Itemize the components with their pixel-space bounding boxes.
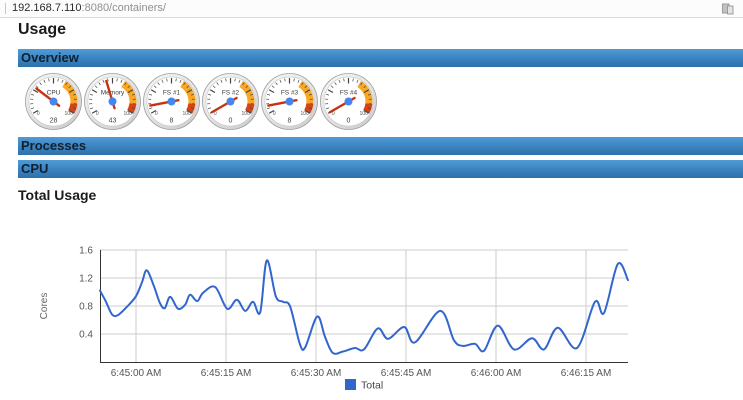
gauge-min-label: 0 [332, 111, 335, 117]
gauge-max-label: 100 [301, 111, 310, 117]
gauge-hub [108, 97, 117, 106]
total-usage-chart[interactable]: 0.4 0.8 1.2 1.6 6:45:00 AM 6:45:15 AM 6:45:30 … [0, 230, 743, 400]
gauge-max-label: 100 [124, 111, 133, 117]
svg-text:6:46:15 AM: 6:46:15 AM [561, 368, 612, 379]
gauge-fs-4: 0 100 FS #4 0 [320, 73, 377, 130]
gauge-max-label: 100 [65, 111, 74, 117]
gauge-hub [226, 97, 235, 106]
gauge-value: 0 [229, 118, 233, 125]
y-axis-title: Cores [39, 293, 50, 320]
gauge-max-label: 100 [242, 111, 251, 117]
address-bar-separator [5, 3, 6, 14]
page-url: 192.168.7.110:8080/containers/ [12, 2, 166, 14]
section-header-processes: Processes [18, 137, 743, 155]
chart-axis-labels: 0.4 0.8 1.2 1.6 6:45:00 AM 6:45:15 AM 6:45:30 … [79, 246, 611, 380]
svg-text:6:45:30 AM: 6:45:30 AM [291, 368, 342, 379]
gauge-label: FS #2 [222, 90, 240, 97]
gauge-ticks [325, 78, 372, 114]
svg-text:1.2: 1.2 [79, 274, 93, 285]
svg-text:0.8: 0.8 [79, 302, 93, 313]
gauges-row: 0 100 CPU 28 0 100 Memory 43 0 100 FS #1… [25, 73, 379, 131]
gauge-min-label: 0 [96, 111, 99, 117]
gauge-hub [49, 97, 58, 106]
gauge-yellow-band [62, 80, 78, 105]
gauge-value: 8 [170, 118, 174, 125]
gauge-cpu: 0 100 CPU 28 [25, 73, 82, 130]
gauge-yellow-band [298, 80, 314, 105]
gauge-min-label: 0 [214, 111, 217, 117]
url-host: 192.168.7.110 [12, 2, 82, 14]
svg-text:1.6: 1.6 [79, 246, 93, 257]
gauge-ticks [266, 78, 313, 114]
gauge-value: 0 [347, 118, 351, 125]
gauge-fs-3: 0 100 FS #3 8 [261, 73, 318, 130]
section-header-cpu: CPU [18, 160, 743, 178]
gauge-hub [285, 97, 294, 106]
gauge-hub [344, 97, 353, 106]
gauge-value: 43 [109, 118, 117, 125]
gauge-ticks [30, 78, 77, 114]
gauge-label: FS #3 [281, 90, 299, 97]
chart-title: Total Usage [18, 187, 97, 203]
gauge-memory: 0 100 Memory 43 [84, 73, 141, 130]
gauge-min-label: 0 [155, 111, 158, 117]
chart-legend: Total [345, 379, 383, 392]
chart-grid [100, 249, 628, 362]
url-path: :8080/containers/ [81, 2, 166, 14]
gauge-yellow-band [180, 80, 196, 105]
gauge-value: 28 [50, 118, 58, 125]
chart-svg[interactable]: 0.4 0.8 1.2 1.6 6:45:00 AM 6:45:15 AM 6:45:30 … [0, 230, 743, 400]
legend-swatch-total [345, 379, 356, 390]
gauge-fs-2: 0 100 FS #2 0 [202, 73, 259, 130]
gauge-yellow-band [121, 80, 137, 105]
gauge-yellow-band [239, 80, 255, 105]
gauge-label: FS #1 [163, 90, 181, 97]
gauge-label: FS #4 [340, 90, 358, 97]
total-series-line[interactable] [99, 259, 629, 355]
svg-text:6:45:45 AM: 6:45:45 AM [381, 368, 432, 379]
gauge-hub [167, 97, 176, 106]
svg-text:6:46:00 AM: 6:46:00 AM [471, 368, 522, 379]
gauge-max-label: 100 [183, 111, 192, 117]
legend-label-total: Total [361, 380, 383, 392]
gauge-label: CPU [47, 90, 61, 97]
svg-text:6:45:15 AM: 6:45:15 AM [201, 368, 252, 379]
gauge-min-label: 0 [37, 111, 40, 117]
gauge-min-label: 0 [273, 111, 276, 117]
browser-address-bar[interactable]: 192.168.7.110:8080/containers/ [0, 0, 743, 18]
gauge-max-label: 100 [360, 111, 369, 117]
gauge-value: 8 [288, 118, 292, 125]
svg-text:6:45:00 AM: 6:45:00 AM [111, 368, 162, 379]
section-header-overview: Overview [18, 49, 743, 67]
page-title: Usage [18, 21, 67, 38]
gauge-label: Memory [101, 90, 125, 97]
gauge-yellow-band [357, 80, 373, 105]
gauge-ticks [148, 78, 195, 114]
svg-text:0.4: 0.4 [79, 330, 93, 341]
compatibility-view-icon[interactable] [721, 2, 734, 15]
gauge-fs-1: 0 100 FS #1 8 [143, 73, 200, 130]
gauge-ticks [89, 78, 136, 114]
